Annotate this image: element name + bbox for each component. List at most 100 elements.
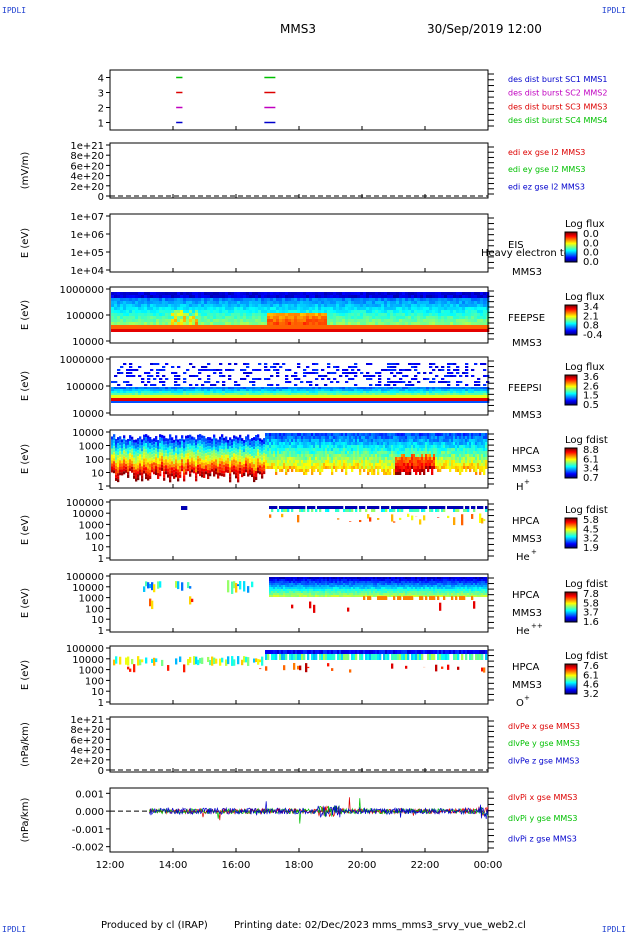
spectro-cell	[393, 298, 397, 301]
spectro-cell	[259, 465, 262, 469]
spectro-cell	[337, 445, 340, 448]
spectro-cell	[264, 325, 268, 329]
spectro-cell	[299, 442, 302, 445]
spectro-cell	[243, 319, 247, 322]
spectro-cell	[393, 369, 397, 371]
spectro-cell	[354, 319, 358, 322]
spectro-cell	[270, 375, 274, 377]
spectro-cell	[396, 395, 400, 398]
spectro-cell	[363, 445, 366, 448]
spectro-cell	[444, 307, 448, 310]
spectro-cell	[234, 395, 238, 398]
spectro-cell	[123, 319, 127, 322]
spectro-cell	[333, 366, 337, 368]
spectro-cell	[111, 391, 115, 393]
spectro-cell	[137, 444, 140, 448]
spectro-cell	[354, 372, 358, 374]
spectro-cell	[145, 464, 148, 468]
spectro-cell	[318, 329, 322, 332]
spectro-cell	[468, 393, 472, 395]
spectro-cell	[312, 395, 316, 398]
spectro-cell	[183, 460, 186, 464]
spectro-cell	[321, 395, 325, 398]
spectro-cell	[335, 448, 338, 451]
spectro-cell	[285, 292, 289, 295]
spectro-cell	[411, 387, 415, 389]
spectro-cell	[426, 307, 430, 310]
spectro-cell	[264, 369, 268, 371]
spectro-cell	[175, 471, 178, 475]
spectro-cell	[216, 316, 220, 319]
spectro-cell	[150, 304, 154, 307]
spectro-cell	[387, 393, 391, 395]
spectro-cell	[432, 389, 436, 391]
spectro-cell	[393, 472, 396, 475]
spectro-cell	[147, 381, 151, 383]
spectro-cell	[396, 329, 400, 332]
spectro-cell	[189, 313, 193, 316]
spectro-cell	[174, 393, 178, 395]
spectro-cell	[378, 372, 382, 374]
spectro-cell	[144, 304, 148, 307]
spectro-cell	[113, 440, 116, 444]
spectro-cell	[347, 439, 350, 442]
spectro-cell	[234, 389, 238, 391]
y-tick-label: 1e+21	[70, 141, 104, 152]
spectro-cell	[357, 451, 360, 454]
spectro-cell	[331, 448, 334, 451]
spectro-cell	[312, 325, 316, 329]
spectro-cell	[153, 465, 156, 469]
colorbar-cell	[565, 247, 577, 249]
spectro-cell	[333, 387, 337, 389]
spectro-cell	[330, 298, 334, 301]
spectro-cell	[349, 457, 352, 460]
spectro-cell	[249, 451, 252, 455]
spectro-cell	[221, 455, 224, 459]
spectro-cell	[195, 451, 198, 455]
spectro-cell	[435, 316, 439, 319]
spectro-cell	[234, 292, 238, 295]
spectro-cell	[192, 313, 196, 316]
spectro-cell	[149, 451, 152, 455]
spectro-cell	[300, 319, 304, 322]
spectro-cell	[317, 436, 320, 439]
spectro-cell	[192, 401, 196, 403]
spectro-cell	[133, 454, 136, 458]
spectro-cell	[143, 470, 146, 474]
spectro-cell	[345, 460, 348, 463]
spectro-cell	[462, 322, 466, 325]
spectro-cell	[234, 325, 238, 329]
spectro-cell	[456, 310, 460, 313]
spectro-cell	[444, 391, 448, 393]
spectro-cell	[405, 329, 409, 332]
colorbar-cell	[565, 315, 577, 317]
spectro-cell	[207, 319, 211, 322]
spectro-cell	[311, 451, 314, 454]
spectro-cell	[117, 470, 120, 474]
spectro-cell	[363, 393, 367, 395]
spectro-cell	[423, 387, 427, 389]
spectro-cell	[331, 463, 334, 466]
spectro-cell	[247, 458, 250, 462]
spectro-cell	[414, 391, 418, 393]
spectro-cell	[126, 389, 130, 391]
spectro-cell	[217, 451, 220, 455]
spectro-cell	[183, 378, 187, 380]
spectro-cell	[213, 322, 217, 325]
spectro-cell	[423, 325, 427, 329]
spectro-cell	[197, 455, 200, 459]
spectro-cell	[222, 301, 226, 304]
spectro-cell	[276, 322, 280, 325]
spectro-cell	[305, 460, 308, 463]
spectro-cell	[219, 469, 222, 473]
spectro-cell	[321, 401, 325, 403]
spectro-cell	[337, 466, 340, 469]
spectro-cell	[259, 456, 262, 460]
spectro-cell	[159, 301, 163, 304]
spectro-cell	[381, 466, 384, 469]
spectro-cell	[303, 292, 307, 295]
spectro-cell	[391, 460, 394, 463]
corner-label-top-right: IPDLI	[601, 6, 626, 15]
spectro-cell	[189, 401, 193, 403]
spectro-cell	[192, 307, 196, 310]
